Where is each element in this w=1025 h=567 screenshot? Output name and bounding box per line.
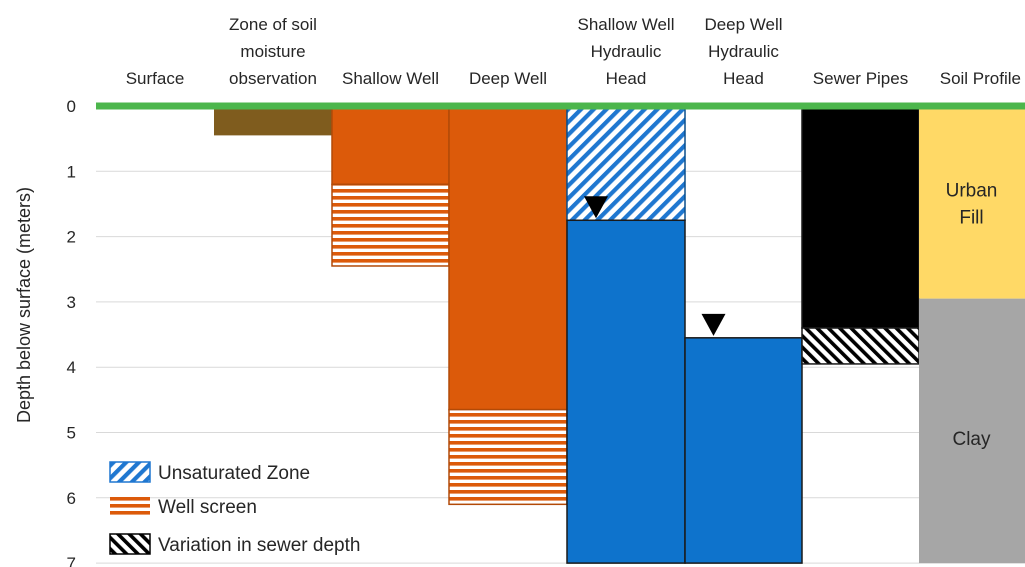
segment-well-screen: [448, 408, 568, 506]
soil-layer-label: Clay: [952, 429, 991, 450]
column-label: moisture: [240, 42, 305, 61]
column-label: Deep Well: [469, 69, 547, 88]
legend-swatch: [109, 461, 151, 483]
column-label: Shallow Well: [577, 15, 674, 34]
legend-swatch: [110, 496, 150, 516]
segment-sewer-pipe: [801, 105, 920, 329]
column-label: observation: [229, 69, 317, 88]
y-tick-label: 5: [67, 424, 76, 443]
y-tick-label: 7: [67, 554, 76, 567]
water-table-marker: [584, 196, 608, 219]
column-label: Zone of soil: [229, 15, 317, 34]
legend-label: Well screen: [158, 497, 257, 518]
legend-label: Variation in sewer depth: [158, 535, 360, 556]
column-label: Surface: [126, 69, 185, 88]
column-label: Sewer Pipes: [813, 69, 908, 88]
y-tick-label: 2: [67, 228, 76, 247]
water-table-marker: [701, 313, 726, 336]
column-label: Hydraulic: [591, 42, 662, 61]
column-label: Head: [723, 69, 764, 88]
segment-soil-moisture-zone: [214, 106, 332, 136]
soil-layer-label: Fill: [959, 207, 983, 228]
segment-urban-fill: [919, 106, 1025, 299]
y-tick-label: 6: [67, 489, 76, 508]
column-segments: Urban Fill Clay: [214, 105, 1025, 564]
y-tick-label: 3: [67, 293, 76, 312]
column-labels: Surface Zone of soil moisture observation Sh…: [126, 15, 1021, 88]
legend-swatch: [109, 533, 151, 555]
column-label: Deep Well: [704, 15, 782, 34]
column-label: Head: [606, 69, 647, 88]
water-table-markers: [584, 196, 726, 336]
column-label: Soil Profile: [940, 69, 1021, 88]
segment-clay: [919, 298, 1025, 564]
y-axis-title: Depth below surface (meters): [14, 187, 34, 423]
column-label: Hydraulic: [708, 42, 779, 61]
segment-well-casing: [331, 105, 450, 186]
legend-label: Unsaturated Zone: [158, 463, 310, 484]
y-tick-label: 1: [67, 162, 76, 181]
segment-well-screen: [331, 183, 450, 267]
y-tick-label: 0: [67, 97, 76, 116]
segment-unsaturated-zone: [566, 105, 686, 222]
legend: Unsaturated Zone Well screen Variation in …: [109, 461, 360, 556]
y-tick-label: 4: [67, 358, 76, 377]
segment-well-casing: [448, 105, 568, 411]
segment-saturated: [684, 337, 803, 564]
y-axis-ticks: 0 1 2 3 4 5 6 7: [67, 97, 76, 567]
segment-saturated: [566, 219, 686, 564]
soil-layer-label: Urban: [946, 180, 998, 201]
column-label: Shallow Well: [342, 69, 439, 88]
segment-sewer-depth-variation: [801, 327, 920, 365]
